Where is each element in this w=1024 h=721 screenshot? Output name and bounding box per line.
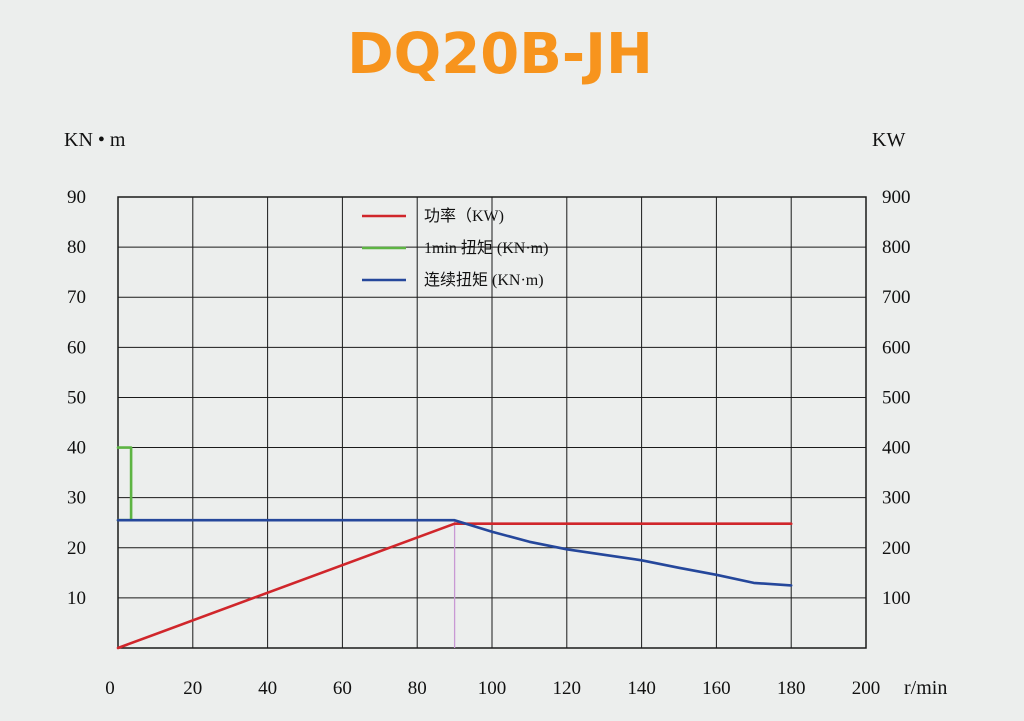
- y-left-tick-label: 10: [67, 588, 86, 609]
- y-left-tick-label: 80: [67, 237, 86, 258]
- x-tick-label: 140: [627, 678, 656, 699]
- x-tick-label: 80: [408, 678, 427, 699]
- y-right-tick-label: 100: [882, 588, 911, 609]
- power-series-line: [116, 522, 793, 650]
- y-left-tick-label: 90: [67, 187, 86, 208]
- y-right-tick-label: 900: [882, 187, 911, 208]
- y-right-tick-label: 200: [882, 538, 911, 559]
- x-tick-label: 20: [183, 678, 202, 699]
- y-left-tick-label: 40: [67, 438, 86, 459]
- x-tick-label: 160: [702, 678, 731, 699]
- x-tick-label: 180: [777, 678, 806, 699]
- x-tick-label: 0: [105, 678, 115, 699]
- y-left-tick-label: 60: [67, 337, 86, 358]
- legend-label: 1min 扭矩 (KN·m): [424, 239, 548, 257]
- y-right-unit-label: KW: [872, 129, 905, 151]
- y-left-tick-label: 30: [67, 488, 86, 509]
- y-left-unit-label: KN • m: [64, 129, 126, 151]
- legend-label: 功率（KW): [424, 207, 504, 225]
- y-right-tick-label: 700: [882, 287, 911, 308]
- y-left-tick-label: 70: [67, 287, 86, 308]
- x-unit-label: r/min: [904, 677, 947, 699]
- x-tick-label: 200: [852, 678, 881, 699]
- x-tick-label: 100: [478, 678, 507, 699]
- y-right-tick-label: 600: [882, 337, 911, 358]
- y-left-tick-label: 50: [67, 387, 86, 408]
- x-tick-label: 60: [333, 678, 352, 699]
- y-right-tick-label: 300: [882, 488, 911, 509]
- x-tick-label: 40: [258, 678, 277, 699]
- legend-label: 连续扭矩 (KN·m): [424, 271, 544, 289]
- y-right-tick-label: 400: [882, 438, 911, 459]
- y-right-tick-label: 500: [882, 387, 911, 408]
- plot-frame: [117, 196, 867, 649]
- x-tick-label: 120: [553, 678, 582, 699]
- y-right-tick-label: 800: [882, 237, 911, 258]
- continuous-torque-series-line: [116, 518, 793, 587]
- chart-title: DQ20B-JH: [347, 22, 653, 87]
- y-left-tick-label: 20: [67, 538, 86, 559]
